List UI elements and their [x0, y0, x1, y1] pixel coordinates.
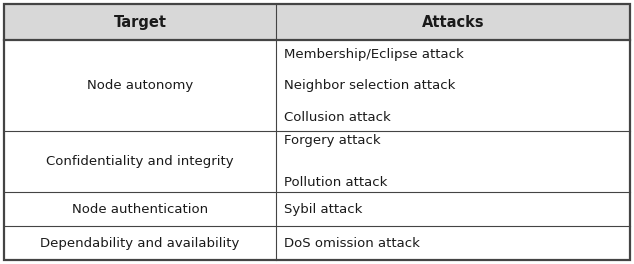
Text: Node authentication: Node authentication	[72, 202, 208, 215]
Text: Attacks: Attacks	[422, 15, 484, 30]
Bar	[4, 131, 630, 192]
Bar	[4, 4, 630, 40]
Bar	[4, 192, 630, 226]
Text: Membership/Eclipse attack: Membership/Eclipse attack	[284, 48, 464, 60]
Text: Confidentiality and integrity: Confidentiality and integrity	[46, 155, 234, 168]
Bar	[4, 226, 630, 260]
Text: Dependability and availability: Dependability and availability	[41, 237, 240, 249]
Text: Neighbor selection attack: Neighbor selection attack	[284, 79, 456, 92]
Text: DoS omission attack: DoS omission attack	[284, 237, 420, 249]
Text: Node autonomy: Node autonomy	[87, 79, 193, 92]
Text: Forgery attack: Forgery attack	[284, 134, 381, 147]
Text: Sybil attack: Sybil attack	[284, 202, 363, 215]
Text: Pollution attack: Pollution attack	[284, 176, 387, 190]
Text: Collusion attack: Collusion attack	[284, 111, 391, 124]
Text: Target: Target	[113, 15, 167, 30]
Bar	[4, 40, 630, 131]
